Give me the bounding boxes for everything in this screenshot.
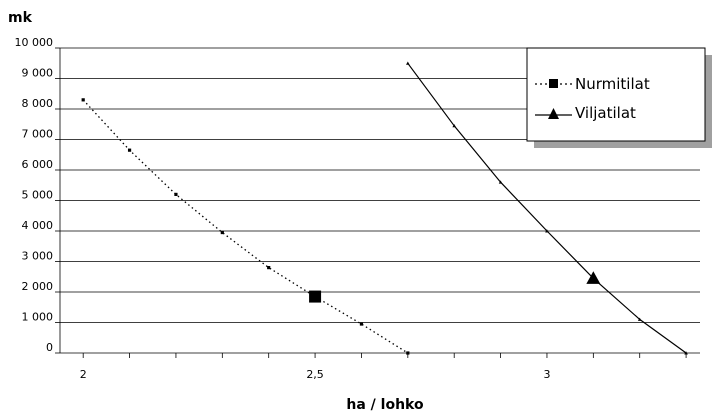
y-tick-label: 8 000 [22,97,54,110]
y-tick-label: 5 000 [22,189,54,202]
data-point-viljatilat [498,180,503,184]
data-point-viljatilat [637,317,642,321]
data-point-viljatilat [406,61,410,65]
y-tick-label: 4 000 [22,219,54,232]
data-point-nurmitilat [81,98,85,102]
legend-marker-viljatilat [548,108,559,119]
y-tick-label: 9 000 [22,67,54,80]
y-tick-label: 2 000 [22,280,54,293]
data-point-viljatilat [452,123,457,128]
y-axis-title: mk [8,10,33,26]
x-tick-label: 2 [80,368,87,381]
legend: Nurmitilat Viljatilat [526,47,712,148]
data-point-nurmitilat [127,148,132,152]
legend-box [526,47,706,142]
data-point-nurmitilat [359,322,364,326]
data-point-viljatilat [684,351,688,355]
data-point-viljatilat [586,271,601,284]
y-tick-label: 6 000 [22,158,54,171]
y-tick-label: 7 000 [22,128,54,141]
y-tick-label: 3 000 [22,250,54,263]
legend-label-viljatilat: Viljatilat [575,104,636,122]
y-tick-label: 10 000 [15,36,54,49]
x-tick-labels: 2 2,5 3 [80,368,551,381]
data-point-viljatilat [545,229,549,233]
data-point-nurmitilat [220,230,224,235]
x-tick-label: 2,5 [306,368,324,381]
data-point-nurmitilat [309,290,322,303]
x-axis-title: ha / lohko [346,397,424,413]
legend-label-nurmitilat: Nurmitilat [575,75,650,93]
legend-marker-nurmitilat [549,79,558,88]
x-tick-label: 3 [543,368,550,381]
series-line-nurmitilat [82,99,409,354]
y-tick-labels: 0 1 000 2 000 3 000 4 000 5 000 6 000 7 000 8 00… [15,36,54,354]
data-point-nurmitilat [174,192,178,196]
data-point-nurmitilat [267,266,271,270]
y-tick-label: 0 [46,341,53,354]
axes [55,47,700,358]
series-layer [81,61,688,355]
data-point-nurmitilat [406,351,410,355]
y-tick-label: 1 000 [22,311,54,324]
